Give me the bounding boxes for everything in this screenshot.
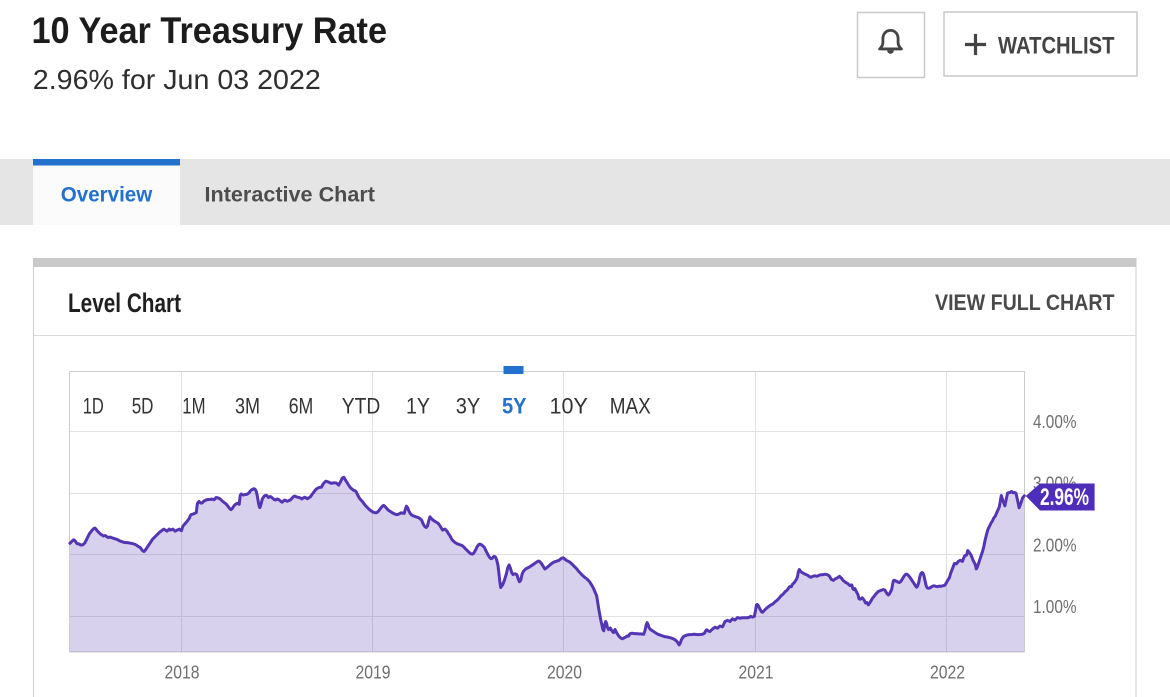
svg-text:2022: 2022 [930, 663, 965, 683]
svg-text:1Y: 1Y [406, 394, 430, 419]
svg-text:MAX: MAX [610, 394, 651, 419]
svg-text:2.00%: 2.00% [1033, 535, 1077, 555]
svg-text:1M: 1M [182, 394, 205, 419]
svg-text:3M: 3M [235, 394, 260, 419]
svg-text:Interactive Chart: Interactive Chart [205, 184, 376, 207]
svg-text:Level Chart: Level Chart [68, 288, 181, 318]
svg-text:2019: 2019 [356, 663, 391, 683]
svg-text:VIEW FULL CHART: VIEW FULL CHART [935, 290, 1115, 315]
svg-text:2.96%: 2.96% [1040, 484, 1089, 511]
svg-text:YTD: YTD [342, 394, 381, 419]
svg-text:6M: 6M [289, 394, 314, 419]
svg-text:10 Year Treasury Rate: 10 Year Treasury Rate [32, 10, 388, 51]
svg-text:2021: 2021 [739, 663, 774, 683]
svg-text:5D: 5D [132, 394, 154, 419]
svg-text:2.96% for Jun 03 2022: 2.96% for Jun 03 2022 [33, 64, 321, 95]
svg-text:1D: 1D [83, 394, 104, 419]
svg-text:2018: 2018 [165, 663, 200, 683]
svg-text:Overview: Overview [61, 184, 153, 207]
svg-text:2020: 2020 [547, 663, 582, 683]
svg-text:WATCHLIST: WATCHLIST [998, 32, 1115, 59]
svg-text:5Y: 5Y [502, 394, 527, 419]
svg-text:10Y: 10Y [550, 394, 588, 419]
svg-text:4.00%: 4.00% [1033, 412, 1077, 432]
svg-text:1.00%: 1.00% [1033, 597, 1077, 617]
svg-text:3Y: 3Y [456, 394, 481, 419]
